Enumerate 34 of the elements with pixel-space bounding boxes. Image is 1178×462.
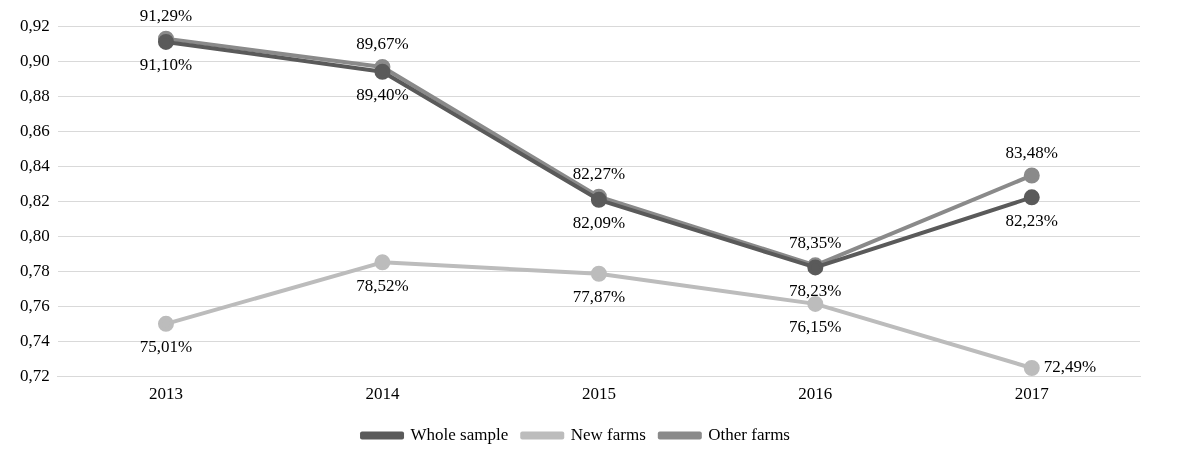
legend-label: New farms [570, 424, 646, 444]
y-tick-label: 0,88 [20, 85, 50, 105]
data-label: 91,29% [139, 6, 193, 26]
y-tick-label: 0,90 [20, 50, 50, 70]
x-tick-label: 2017 [1014, 384, 1050, 404]
data-label: 91,10% [139, 55, 193, 75]
legend-label: Whole sample [410, 424, 509, 444]
data-label: 89,67% [356, 34, 409, 54]
legend-label: Other farms [708, 424, 790, 444]
data-label: 78,35% [789, 232, 842, 252]
data-label: 78,52% [356, 275, 409, 295]
y-tick-label: 0,86 [20, 120, 50, 140]
data-label: 83,48% [1005, 142, 1058, 162]
data-label: 77,87% [572, 287, 626, 307]
data-label: 75,01% [139, 337, 193, 357]
data-label: 82,23% [1005, 210, 1058, 230]
data-label: 78,23% [789, 280, 842, 300]
y-tick-label: 0,78 [20, 260, 50, 280]
data-label: 72,49% [1043, 357, 1097, 377]
y-tick-label: 0,82 [20, 190, 50, 210]
y-tick-label: 0,76 [20, 295, 50, 315]
data-label: 76,15% [789, 317, 842, 337]
y-tick-label: 0,84 [20, 155, 51, 175]
data-label: 82,09% [572, 213, 626, 233]
y-tick-label: 0,74 [20, 331, 51, 351]
x-tick-label: 2016 [798, 384, 833, 404]
y-tick-label: 0,92 [20, 15, 50, 35]
data-label: 82,27% [572, 164, 626, 184]
x-tick-label: 2013 [148, 384, 183, 404]
y-tick-label: 0,72 [20, 366, 50, 386]
data-label: 89,40% [356, 85, 409, 105]
x-tick-label: 2014 [365, 384, 400, 404]
y-tick-label: 0,80 [20, 225, 50, 245]
x-tick-label: 2015 [581, 384, 616, 404]
